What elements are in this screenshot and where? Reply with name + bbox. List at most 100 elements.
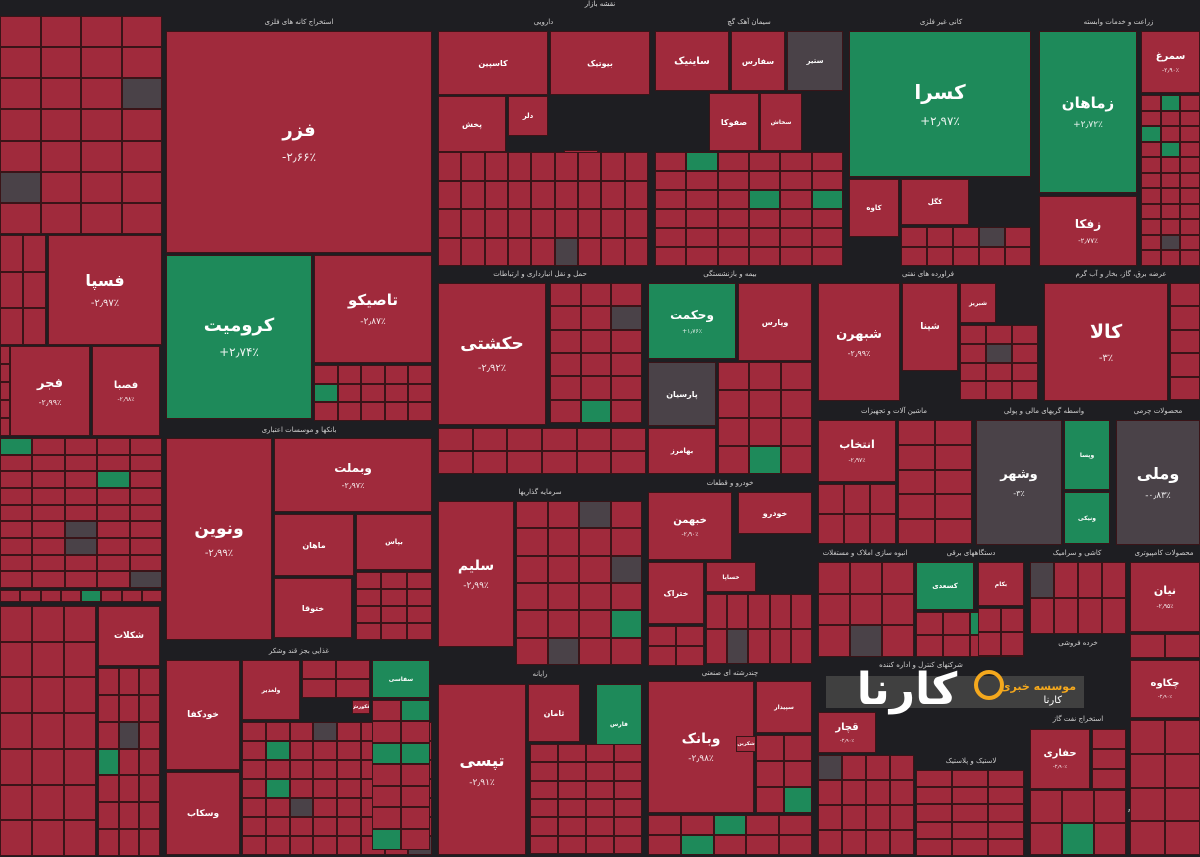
minor-tile[interactable] (64, 606, 96, 642)
minor-tile[interactable] (547, 555, 579, 583)
minor-tile[interactable] (101, 590, 122, 602)
minor-tile[interactable] (717, 152, 749, 171)
stock-tile[interactable]: خودرو (738, 492, 812, 534)
minor-tile[interactable] (749, 362, 781, 390)
stock-tile[interactable]: فجر -۲٫۹۹٪ (10, 346, 90, 436)
minor-tile[interactable] (1160, 126, 1181, 142)
minor-tile[interactable] (81, 16, 122, 48)
minor-tile[interactable] (898, 494, 935, 520)
minor-tile[interactable] (0, 16, 41, 48)
minor-tile[interactable] (611, 376, 642, 400)
minor-tile[interactable] (866, 805, 890, 830)
minor-tile[interactable] (1141, 188, 1161, 204)
minor-tile[interactable] (1141, 110, 1161, 127)
minor-tile[interactable] (337, 741, 361, 760)
minor-tile[interactable] (610, 555, 642, 583)
minor-tile[interactable] (935, 494, 972, 520)
minor-tile[interactable] (1180, 203, 1200, 220)
minor-tile[interactable] (1170, 353, 1200, 377)
minor-tile[interactable] (81, 202, 122, 234)
minor-tile[interactable] (898, 444, 935, 470)
minor-tile[interactable] (64, 641, 96, 678)
stock-tile[interactable]: شپنا (902, 283, 958, 371)
minor-tile[interactable] (381, 589, 407, 606)
minor-tile[interactable] (1180, 157, 1200, 173)
minor-tile[interactable] (484, 180, 508, 209)
minor-tile[interactable] (988, 838, 1024, 856)
minor-tile[interactable] (81, 140, 122, 172)
minor-tile[interactable] (811, 152, 843, 171)
minor-tile[interactable] (727, 629, 749, 664)
minor-tile[interactable] (1005, 227, 1031, 247)
minor-tile[interactable] (916, 838, 952, 856)
stock-tile[interactable]: پارسیان (648, 362, 716, 426)
minor-tile[interactable] (1180, 141, 1200, 158)
minor-tile[interactable] (1130, 634, 1165, 658)
stock-tile[interactable]: ثامان (528, 684, 580, 742)
stock-tile[interactable]: وحکمت +۱٫۷۶٪ (648, 283, 736, 359)
minor-tile[interactable] (40, 47, 81, 79)
minor-tile[interactable] (64, 471, 98, 488)
minor-tile[interactable] (314, 365, 338, 384)
minor-tile[interactable] (550, 376, 581, 400)
stock-tile[interactable]: چکاوه -۲٫۹۰٪ (1130, 660, 1200, 718)
minor-tile[interactable] (818, 562, 850, 594)
minor-tile[interactable] (97, 471, 130, 488)
minor-tile[interactable] (0, 202, 41, 234)
minor-tile[interactable] (614, 799, 642, 818)
minor-tile[interactable] (438, 237, 462, 266)
minor-tile[interactable] (484, 237, 508, 266)
minor-tile[interactable] (943, 634, 970, 657)
minor-tile[interactable] (610, 637, 642, 665)
minor-tile[interactable] (0, 571, 33, 588)
minor-tile[interactable] (97, 438, 130, 455)
minor-tile[interactable] (648, 626, 676, 646)
minor-tile[interactable] (901, 227, 927, 247)
minor-tile[interactable] (484, 152, 508, 181)
minor-tile[interactable] (289, 817, 314, 836)
minor-tile[interactable] (882, 593, 914, 626)
minor-tile[interactable] (1160, 188, 1181, 204)
minor-tile[interactable] (401, 807, 430, 829)
minor-tile[interactable] (141, 590, 162, 602)
minor-tile[interactable] (408, 402, 432, 421)
minor-tile[interactable] (0, 554, 33, 572)
stock-tile[interactable]: تپسی -۲٫۹۱٪ (438, 684, 526, 855)
minor-tile[interactable] (586, 835, 614, 854)
minor-tile[interactable] (686, 190, 718, 209)
minor-tile[interactable] (586, 744, 614, 763)
minor-tile[interactable] (0, 471, 33, 488)
minor-tile[interactable] (64, 677, 96, 714)
stock-tile[interactable]: غکورش (352, 700, 370, 714)
minor-tile[interactable] (882, 625, 914, 657)
minor-tile[interactable] (384, 383, 409, 403)
minor-tile[interactable] (547, 528, 579, 556)
minor-tile[interactable] (988, 770, 1024, 788)
minor-tile[interactable] (579, 555, 611, 583)
minor-tile[interactable] (547, 637, 579, 665)
minor-tile[interactable] (337, 779, 361, 798)
minor-tile[interactable] (601, 209, 625, 238)
minor-tile[interactable] (578, 180, 602, 209)
minor-tile[interactable] (336, 679, 370, 698)
minor-tile[interactable] (0, 400, 10, 418)
minor-tile[interactable] (401, 742, 430, 765)
minor-tile[interactable] (576, 451, 612, 474)
minor-tile[interactable] (601, 237, 625, 266)
minor-tile[interactable] (943, 612, 970, 635)
minor-tile[interactable] (1030, 598, 1054, 634)
stock-tile[interactable]: حفاری -۲٫۹۰٪ (1030, 729, 1090, 789)
minor-tile[interactable] (648, 835, 681, 855)
minor-tile[interactable] (401, 764, 430, 786)
minor-tile[interactable] (0, 78, 41, 110)
minor-tile[interactable] (890, 780, 914, 805)
minor-tile[interactable] (749, 390, 781, 418)
minor-tile[interactable] (1141, 95, 1161, 111)
minor-tile[interactable] (890, 805, 914, 830)
minor-tile[interactable] (356, 572, 382, 589)
minor-tile[interactable] (901, 246, 927, 266)
minor-tile[interactable] (265, 836, 290, 855)
minor-tile[interactable] (461, 237, 485, 266)
minor-tile[interactable] (916, 612, 943, 635)
minor-tile[interactable] (586, 799, 614, 818)
